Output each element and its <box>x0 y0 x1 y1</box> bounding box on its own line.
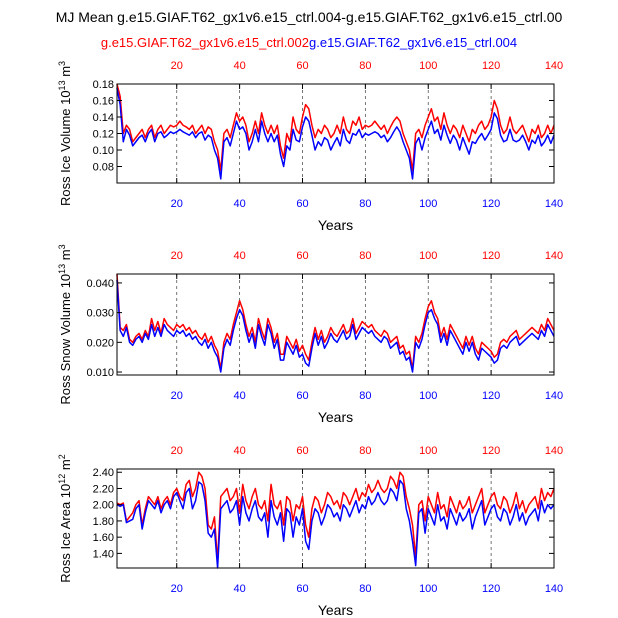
chart-panel-3: 1.40 1.60 1.80 2.00 2.20 2.40 20 40 60 80 100 120 14… <box>57 445 563 618</box>
x-tick-label-top: 20 <box>171 445 183 457</box>
y-tick-label: 0.08 <box>93 162 114 174</box>
y-tick-label: 0.020 <box>86 337 114 349</box>
y-tick-label: 0.010 <box>86 367 114 379</box>
y-tick-label: 2.20 <box>93 483 114 495</box>
x-tick-label-bottom: 20 <box>171 583 183 595</box>
x-tick-label-top: 140 <box>545 60 563 72</box>
y-tick-label: 1.40 <box>93 548 114 560</box>
chart-panels: 0.08 0.10 0.12 0.14 0.16 0.18 20 40 60 80 100 120 14… <box>57 60 563 618</box>
x-tick-label-bottom: 120 <box>482 198 500 210</box>
plot-frame <box>116 468 555 569</box>
x-tick-label-top: 40 <box>233 60 245 72</box>
x-tick-label-bottom: 60 <box>296 198 308 210</box>
x-tick-label-top: 20 <box>171 60 183 72</box>
x-tick-label-top: 100 <box>419 60 437 72</box>
series-line-a <box>116 471 555 563</box>
y-tick-label: 0.030 <box>86 308 114 320</box>
y-tick-label: 0.18 <box>93 79 114 91</box>
x-tick-label-bottom: 80 <box>359 198 371 210</box>
x-tick-label-bottom: 60 <box>296 583 308 595</box>
x-tick-label-bottom: 100 <box>419 390 437 402</box>
x-tick-label-top: 80 <box>359 445 371 457</box>
x-tick-label-bottom: 100 <box>419 198 437 210</box>
y-tick-label: 1.80 <box>93 516 114 528</box>
x-tick-label-top: 120 <box>482 445 500 457</box>
x-tick-label-top: 140 <box>545 445 563 457</box>
x-tick-label-top: 120 <box>482 250 500 262</box>
x-tick-label-bottom: 20 <box>171 390 183 402</box>
x-tick-label-top: 80 <box>359 250 371 262</box>
series-line-a <box>116 273 555 370</box>
y-tick-label: 0.10 <box>93 145 114 157</box>
x-tick-label-bottom: 100 <box>419 583 437 595</box>
y-tick-label: 0.14 <box>93 112 114 124</box>
y-tick-label: 1.60 <box>93 532 114 544</box>
series-line-b <box>116 279 555 373</box>
chart-panel-2: 0.010 0.020 0.030 0.040 20 40 60 80 100 120 140 20 4… <box>57 244 563 425</box>
y-tick-label: 2.00 <box>93 500 114 512</box>
y-axis-label: Ross Ice Area 1012 m2 <box>57 454 73 582</box>
legend-series-b: g.e15.GIAF.T62_gx1v6.e15_ctrl.004 <box>309 35 517 50</box>
x-tick-label-top: 120 <box>482 60 500 72</box>
x-tick-label-bottom: 140 <box>545 583 563 595</box>
x-tick-label-bottom: 120 <box>482 390 500 402</box>
x-tick-label-bottom: 40 <box>233 390 245 402</box>
x-tick-label-bottom: 60 <box>296 390 308 402</box>
x-axis-label: Years <box>318 409 353 425</box>
x-tick-label-top: 60 <box>296 250 308 262</box>
x-tick-label-top: 20 <box>171 250 183 262</box>
x-tick-label-bottom: 80 <box>359 390 371 402</box>
x-axis-label: Years <box>318 602 353 618</box>
x-tick-label-bottom: 120 <box>482 583 500 595</box>
series-line-b <box>116 87 555 180</box>
y-axis-label: Ross Snow Volume 1013 m3 <box>57 244 73 404</box>
y-tick-label: 0.16 <box>93 96 114 108</box>
x-tick-label-bottom: 80 <box>359 583 371 595</box>
x-tick-label-top: 140 <box>545 250 563 262</box>
x-tick-label-top: 80 <box>359 60 371 72</box>
x-tick-label-top: 60 <box>296 445 308 457</box>
series-line-a <box>116 83 555 172</box>
x-tick-label-top: 40 <box>233 250 245 262</box>
y-tick-label: 0.040 <box>86 278 114 290</box>
series-line-b <box>116 479 555 569</box>
y-tick-label: 2.40 <box>93 467 114 479</box>
legend-series-a: g.e15.GIAF.T62_gx1v6.e15_ctrl.002 <box>101 35 309 50</box>
x-tick-label-top: 100 <box>419 445 437 457</box>
x-tick-label-bottom: 20 <box>171 198 183 210</box>
x-tick-label-top: 100 <box>419 250 437 262</box>
x-tick-label-bottom: 40 <box>233 198 245 210</box>
figure-title: MJ Mean g.e15.GIAF.T62_gx1v6.e15_ctrl.00… <box>56 9 563 25</box>
x-tick-label-bottom: 140 <box>545 390 563 402</box>
y-tick-label: 0.12 <box>93 129 114 141</box>
x-tick-label-bottom: 140 <box>545 198 563 210</box>
chart-panel-1: 0.08 0.10 0.12 0.14 0.16 0.18 20 40 60 80 100 120 14… <box>57 60 563 233</box>
x-tick-label-top: 60 <box>296 60 308 72</box>
x-axis-label: Years <box>318 217 353 233</box>
y-axis-label: Ross Ice Volume 1013 m3 <box>57 61 73 206</box>
x-tick-label-bottom: 40 <box>233 583 245 595</box>
x-tick-label-top: 40 <box>233 445 245 457</box>
plot-frame <box>116 273 555 376</box>
